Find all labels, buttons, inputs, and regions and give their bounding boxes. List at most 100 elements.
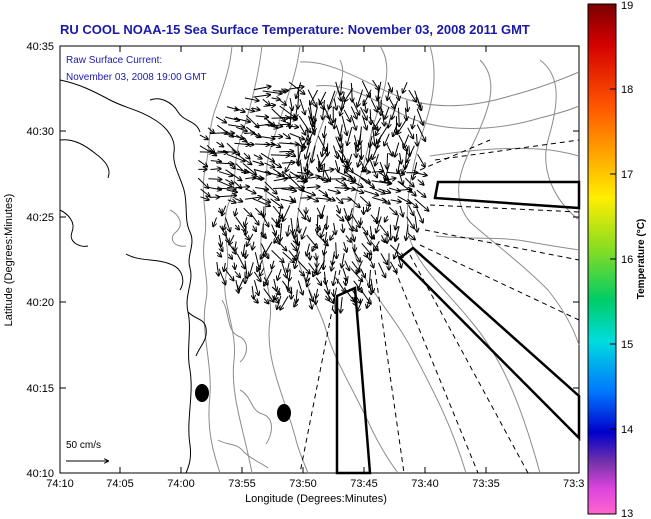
current-vector xyxy=(245,169,262,179)
current-vector xyxy=(224,262,226,271)
current-vector xyxy=(279,151,293,152)
current-vector xyxy=(306,142,311,159)
current-vector xyxy=(392,100,398,119)
current-vector xyxy=(257,260,263,271)
x-tick-label: 74:00 xyxy=(167,478,195,490)
current-vector xyxy=(408,89,416,102)
current-vector xyxy=(385,215,388,222)
current-vector xyxy=(389,261,396,273)
current-vector xyxy=(305,126,309,141)
current-vector xyxy=(342,268,347,280)
current-vector xyxy=(251,108,260,110)
current-vector xyxy=(254,298,258,302)
current-vector xyxy=(393,124,398,136)
current-vector xyxy=(360,177,374,188)
current-vector xyxy=(385,106,390,119)
current-vector xyxy=(405,177,413,187)
current-vector xyxy=(277,268,282,280)
current-vector xyxy=(408,188,416,196)
current-vector xyxy=(337,204,340,213)
current-vector xyxy=(306,187,320,188)
surface-current-vectors xyxy=(197,79,429,313)
current-vector xyxy=(262,98,270,105)
current-vector xyxy=(200,188,210,196)
current-vector xyxy=(312,242,317,251)
current-vector xyxy=(270,198,283,208)
current-vector xyxy=(309,100,313,120)
current-vector xyxy=(394,243,400,258)
current-vector xyxy=(243,207,252,216)
current-vector xyxy=(234,262,235,270)
current-vector xyxy=(395,142,400,157)
current-vector xyxy=(280,223,282,241)
current-vector xyxy=(379,181,392,184)
current-vector xyxy=(225,169,242,181)
colorbar-tick-label: 14 xyxy=(621,424,633,436)
current-vector xyxy=(271,286,280,295)
current-vector xyxy=(235,134,246,142)
current-vector xyxy=(390,200,401,202)
current-vector xyxy=(358,154,362,167)
current-vector xyxy=(351,225,357,231)
current-vector xyxy=(381,197,390,204)
current-vector xyxy=(252,241,254,250)
current-vector xyxy=(351,99,359,115)
current-vector xyxy=(363,231,371,245)
current-vector xyxy=(408,204,414,215)
current-vector xyxy=(287,225,289,236)
current-vector xyxy=(298,151,300,163)
current-vector xyxy=(370,99,377,112)
current-vector xyxy=(343,109,350,122)
current-vector xyxy=(379,224,388,235)
current-vector xyxy=(218,268,225,285)
current-vector xyxy=(358,278,363,290)
current-vector xyxy=(217,180,232,187)
current-vector xyxy=(208,179,222,180)
current-vector xyxy=(277,213,284,226)
current-vector xyxy=(381,99,382,115)
current-vector xyxy=(378,262,386,278)
current-vector xyxy=(227,200,236,203)
current-vector xyxy=(335,179,346,186)
current-vector xyxy=(384,133,390,146)
current-vector xyxy=(229,234,235,245)
colorbar-tick-label: 17 xyxy=(621,169,633,181)
current-vector xyxy=(360,107,367,120)
current-vector xyxy=(274,234,280,243)
current-vector xyxy=(216,251,222,257)
y-axis: 40:35 40:30 40:25 40:20 40:15 40:10 Lati… xyxy=(3,41,579,480)
current-vector xyxy=(317,98,324,110)
current-vector xyxy=(375,153,379,166)
current-vector xyxy=(345,161,353,173)
current-vector xyxy=(414,173,427,176)
current-vector xyxy=(245,144,254,145)
current-vector xyxy=(375,126,382,136)
current-vector xyxy=(341,134,342,147)
current-vector xyxy=(263,298,268,304)
current-vector xyxy=(288,250,296,259)
current-vector xyxy=(414,198,429,211)
current-vector xyxy=(388,98,395,109)
current-vector xyxy=(342,223,343,233)
current-vector xyxy=(323,163,325,180)
current-vector xyxy=(336,171,353,179)
current-vector xyxy=(399,107,400,127)
current-vector xyxy=(416,208,423,223)
current-vector xyxy=(387,153,388,169)
current-vector xyxy=(279,91,288,92)
current-vector xyxy=(218,243,223,251)
current-vector xyxy=(226,142,240,155)
current-vector xyxy=(225,178,233,183)
current-vector xyxy=(320,152,329,167)
current-vector xyxy=(288,278,289,290)
current-vector xyxy=(387,178,396,180)
current-vector xyxy=(235,224,239,230)
current-vector xyxy=(407,100,408,112)
current-vector xyxy=(306,234,318,248)
current-vector xyxy=(312,145,316,163)
current-vector xyxy=(369,160,377,177)
x-tick-label: 73:45 xyxy=(350,478,378,490)
current-vector xyxy=(260,267,265,276)
current-vector xyxy=(367,205,369,211)
